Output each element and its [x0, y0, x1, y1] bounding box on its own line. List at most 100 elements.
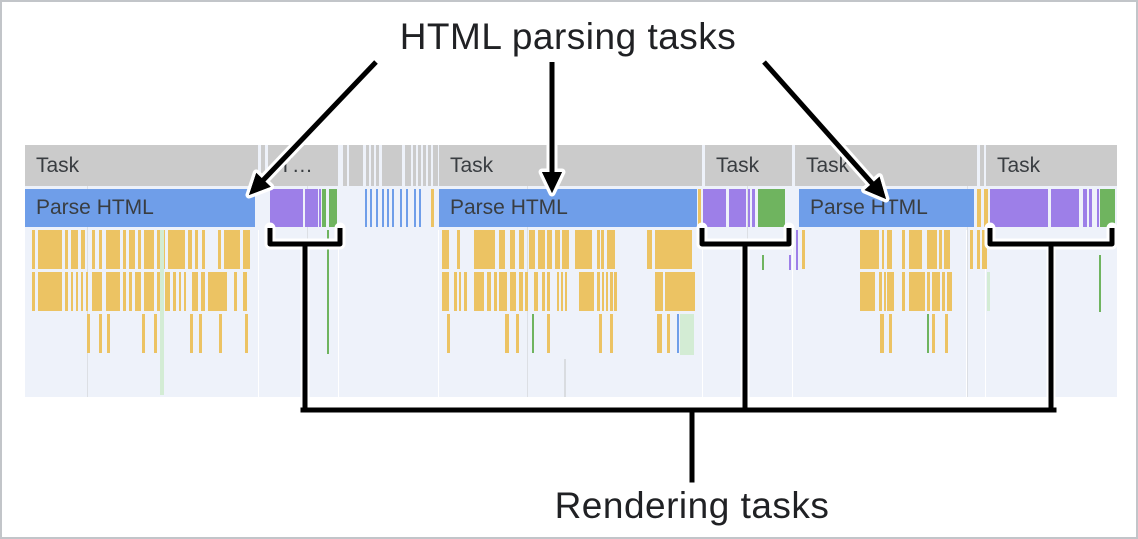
script-call-bar[interactable] [32, 272, 35, 311]
script-call-bar[interactable] [647, 230, 652, 269]
script-call-bar[interactable] [219, 314, 222, 353]
script-call-bar[interactable] [970, 230, 973, 269]
script-call-bar[interactable] [245, 314, 248, 353]
script-call-bar[interactable] [555, 230, 560, 269]
script-call-bar[interactable] [442, 230, 449, 269]
script-call-bar[interactable] [547, 314, 550, 353]
rendering-task-segment[interactable] [305, 189, 318, 227]
script-call-bar[interactable] [65, 230, 68, 269]
script-call-bar[interactable] [154, 314, 157, 353]
script-call-bar[interactable] [487, 272, 491, 311]
task-sliver[interactable] [987, 272, 990, 311]
script-call-bar[interactable] [945, 314, 948, 353]
rendering-task-segment[interactable] [703, 189, 726, 227]
script-call-bar[interactable] [71, 272, 73, 311]
task-bar-segment[interactable]: Task [25, 145, 258, 186]
script-call-bar[interactable] [607, 230, 615, 269]
parse-html-segment[interactable] [387, 189, 389, 227]
script-call-bar[interactable] [184, 272, 186, 311]
script-call-bar[interactable] [887, 272, 894, 311]
script-call-bar[interactable] [909, 272, 925, 311]
script-call-bar[interactable] [610, 272, 613, 311]
script-call-bar[interactable] [123, 230, 126, 269]
parse-html-segment[interactable]: Parse HTML [25, 189, 255, 227]
task-bar-segment[interactable]: T… [268, 145, 338, 186]
task-bar-segment[interactable] [433, 145, 438, 186]
script-call-bar[interactable] [519, 272, 523, 311]
task-sliver[interactable] [1099, 255, 1101, 312]
script-call-bar[interactable] [199, 314, 202, 353]
script-call-bar[interactable] [947, 272, 952, 311]
script-call-bar[interactable] [442, 272, 449, 311]
script-call-bar[interactable] [565, 272, 567, 311]
script-call-bar[interactable] [932, 272, 940, 311]
script-call-bar[interactable] [597, 230, 600, 269]
script-call-bar[interactable] [135, 272, 141, 311]
script-call-bar[interactable] [579, 272, 594, 311]
task-bar-segment[interactable]: Task [439, 145, 702, 186]
script-call-bar[interactable] [879, 272, 882, 311]
script-call-bar[interactable] [129, 230, 135, 269]
parse-html-segment[interactable] [400, 189, 402, 227]
script-call-bar[interactable] [516, 314, 519, 353]
script-call-bar[interactable] [499, 230, 505, 269]
script-call-bar[interactable] [192, 272, 198, 311]
task-bar-segment[interactable] [366, 145, 369, 186]
script-call-bar[interactable] [106, 230, 120, 269]
script-call-bar[interactable] [655, 272, 663, 311]
script-call-bar[interactable] [195, 230, 198, 269]
script-call-bar[interactable] [525, 272, 528, 311]
parse-html-segment[interactable] [376, 189, 378, 227]
script-call-bar[interactable] [534, 272, 538, 311]
script-call-bar[interactable] [887, 230, 892, 269]
script-call-bar[interactable] [547, 272, 550, 311]
script-call-bar[interactable] [447, 314, 450, 353]
script-call-bar[interactable] [107, 314, 110, 353]
task-bar-segment[interactable] [261, 145, 265, 186]
script-call-bar[interactable] [454, 272, 457, 311]
script-call-bar[interactable] [902, 272, 905, 311]
task-bar-segment[interactable] [382, 145, 402, 186]
painting-task-segment[interactable] [758, 189, 785, 227]
script-call-bar[interactable] [655, 230, 692, 269]
parse-html-segment[interactable]: Parse HTML [799, 189, 974, 227]
script-call-bar[interactable] [129, 272, 132, 311]
script-call-bar[interactable] [123, 272, 126, 311]
script-call-bar[interactable] [243, 230, 250, 269]
script-call-bar[interactable] [665, 272, 695, 311]
script-call-bar[interactable] [38, 230, 62, 269]
script-call-bar[interactable] [610, 314, 613, 353]
script-call-bar[interactable] [38, 272, 62, 311]
script-call-bar[interactable] [909, 230, 922, 269]
task-bar-segment[interactable]: Task [795, 145, 977, 186]
script-call-bar[interactable] [562, 230, 569, 269]
task-bar-segment[interactable] [343, 145, 347, 186]
script-call-bar[interactable] [932, 314, 935, 353]
parse-html-segment[interactable]: Parse HTML [439, 189, 697, 227]
script-call-bar[interactable] [202, 230, 205, 269]
script-call-bar[interactable] [243, 272, 247, 311]
task-bar-segment[interactable] [423, 145, 426, 186]
script-call-bar[interactable] [165, 272, 170, 311]
task-bar-segment[interactable] [405, 145, 411, 186]
script-call-bar[interactable] [494, 272, 497, 311]
script-call-bar[interactable] [188, 230, 192, 269]
rendering-task-segment[interactable] [1083, 189, 1087, 227]
parse-html-segment[interactable] [382, 189, 384, 227]
painting-task-segment[interactable] [1100, 189, 1115, 227]
script-call-bar[interactable] [575, 230, 592, 269]
task-bar-segment[interactable] [349, 145, 363, 186]
task-sliver[interactable] [327, 230, 329, 354]
script-call-bar[interactable] [99, 230, 102, 269]
script-call-bar[interactable] [601, 230, 604, 269]
script-call-bar[interactable] [657, 314, 662, 353]
script-call-bar[interactable] [144, 272, 154, 311]
task-sliver[interactable] [927, 314, 929, 353]
rendering-task-segment[interactable] [990, 189, 1048, 227]
parse-html-segment[interactable] [414, 189, 416, 227]
script-call-bar[interactable] [179, 272, 181, 311]
script-call-bar[interactable] [667, 314, 670, 353]
task-bar-segment[interactable]: Task [986, 145, 1117, 186]
task-sliver[interactable] [532, 314, 534, 353]
script-call-bar[interactable] [65, 272, 68, 311]
